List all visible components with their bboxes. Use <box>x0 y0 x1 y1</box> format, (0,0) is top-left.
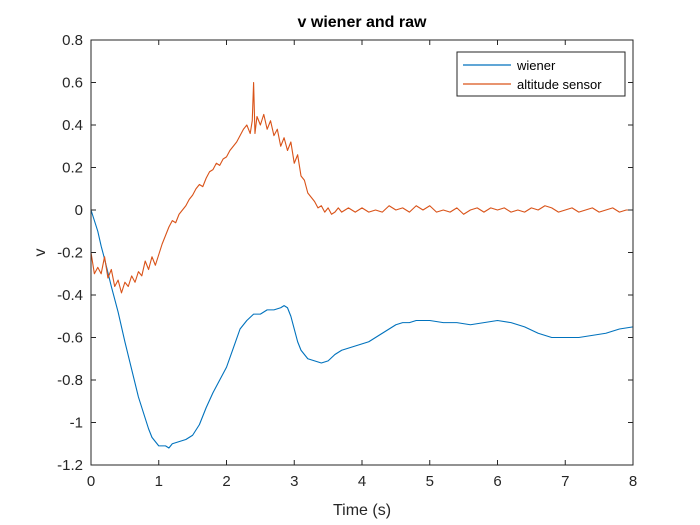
x-tick-label: 8 <box>629 473 637 490</box>
legend: wiener altitude sensor <box>456 51 626 97</box>
y-tick-label: 0 <box>75 202 83 219</box>
legend-box <box>456 51 626 97</box>
y-tick-label: 0.8 <box>62 32 83 49</box>
x-axis-label: Time (s) <box>333 502 391 519</box>
y-tick-label: 0.2 <box>62 160 83 177</box>
y-tick-label: -1.2 <box>57 457 83 474</box>
y-tick-label: 0.4 <box>62 117 83 134</box>
x-tick-label: 4 <box>358 473 366 490</box>
y-axis-label: v <box>32 249 49 257</box>
legend-label-altitude-sensor: altitude sensor <box>517 77 602 92</box>
plot-area <box>91 40 633 465</box>
x-tick-label: 5 <box>426 473 434 490</box>
x-tick-label: 6 <box>493 473 501 490</box>
x-tick-label: 3 <box>290 473 298 490</box>
y-tick-label: -1 <box>70 415 83 432</box>
x-tick-label: 0 <box>87 473 95 490</box>
x-tick-label: 7 <box>561 473 569 490</box>
x-tick-label: 2 <box>222 473 230 490</box>
chart-title: v wiener and raw <box>298 14 427 31</box>
series-line-wiener <box>90 209 634 449</box>
legend-label-wiener: wiener <box>516 58 556 73</box>
x-tick-label: 1 <box>155 473 163 490</box>
y-tick-label: -0.8 <box>57 372 83 389</box>
y-tick-label: -0.6 <box>57 330 83 347</box>
y-tick-label: -0.2 <box>57 245 83 262</box>
y-axis-ticks: -1.2 -1 -0.8 -0.6 -0.4 -0.2 0 0.2 0.4 0.6 0.8 <box>57 32 633 474</box>
y-tick-label: -0.4 <box>57 287 83 304</box>
series-layer <box>90 81 634 449</box>
series-line-altitude-sensor <box>90 81 633 294</box>
y-tick-label: 0.6 <box>62 75 83 92</box>
x-axis-ticks: 0 1 2 3 4 5 6 7 8 <box>87 40 637 490</box>
